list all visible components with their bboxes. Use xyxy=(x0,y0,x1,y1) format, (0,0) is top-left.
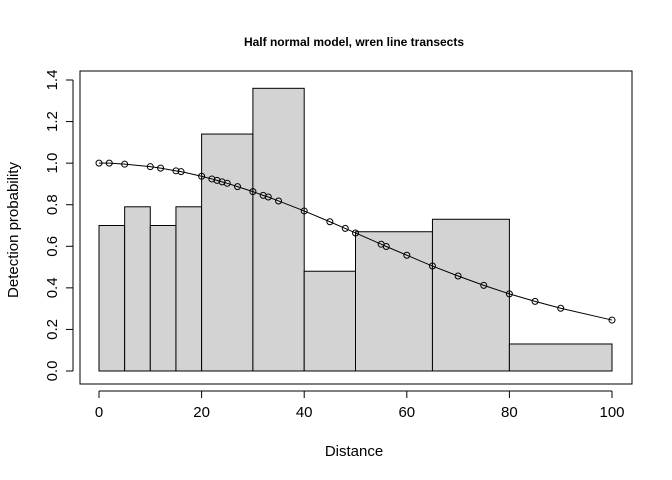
plot-frame xyxy=(79,70,633,385)
x-axis-label: Distance xyxy=(325,443,383,460)
y-tick-label: 0.8 xyxy=(44,194,61,215)
histogram-bar-5 xyxy=(252,87,305,372)
histogram-bars xyxy=(98,87,613,372)
histogram-bar-8 xyxy=(431,218,510,372)
detection-curve-point xyxy=(223,179,231,187)
histogram-bar-1 xyxy=(124,206,151,372)
detection-curve-point xyxy=(341,224,349,232)
detection-curve-point xyxy=(172,167,180,175)
detection-curve-line xyxy=(99,162,613,321)
y-tick-label: 0.4 xyxy=(44,277,61,298)
detection-curve-point xyxy=(208,175,216,183)
detection-curve-point xyxy=(480,281,488,289)
histogram-bar-6 xyxy=(303,270,357,372)
detection-curve-point xyxy=(157,164,165,172)
detection-curve-point xyxy=(300,207,308,215)
detection-curve xyxy=(95,159,616,324)
detection-curve-point xyxy=(177,168,185,176)
detection-curve-point xyxy=(234,183,242,191)
detection-curve-point xyxy=(121,160,129,168)
y-axis-label: Detection probability xyxy=(5,162,22,298)
detection-curve-point xyxy=(213,176,221,184)
detection-curve-point xyxy=(218,178,226,186)
histogram-bar-9 xyxy=(508,343,613,372)
y-tick-label: 1.2 xyxy=(44,111,61,132)
histogram-bar-4 xyxy=(201,133,254,372)
y-tick-label: 1.4 xyxy=(44,70,61,91)
x-tick-label: 0 xyxy=(95,404,103,421)
detection-curve-point xyxy=(382,242,390,250)
detection-curve-point xyxy=(264,193,272,201)
x-tick-label: 20 xyxy=(193,404,210,421)
x-tick-label: 60 xyxy=(398,404,415,421)
x-tick-label: 100 xyxy=(599,404,624,421)
detection-curve-point xyxy=(403,251,411,259)
y-tick-label: 0.0 xyxy=(44,361,61,382)
detection-curve-point xyxy=(531,297,539,305)
detection-curve-point xyxy=(352,229,359,237)
chart-title: Half normal model, wren line transects xyxy=(244,35,464,49)
x-tick-label: 80 xyxy=(501,404,518,421)
detection-curve-point xyxy=(105,159,113,167)
detection-curve-point xyxy=(326,218,334,226)
histogram-bar-0 xyxy=(98,225,126,372)
x-axis: 0 20 40 60 80 100 xyxy=(95,390,625,421)
detection-curve-point xyxy=(95,159,103,167)
detection-curve-point xyxy=(275,197,283,205)
histogram-bar-3 xyxy=(175,206,203,372)
detection-curve-point xyxy=(198,172,206,180)
x-tick-label: 40 xyxy=(296,404,313,421)
y-tick-label: 0.2 xyxy=(44,319,61,340)
detection-curve-point xyxy=(428,262,436,270)
y-tick-label: 0.6 xyxy=(44,236,61,257)
histogram-bar-7 xyxy=(355,231,433,372)
y-axis: 0.0 0.2 0.4 0.6 0.8 1.0 1.2 1.4 xyxy=(44,70,74,382)
detection-curve-point xyxy=(608,316,616,324)
y-tick-label: 1.0 xyxy=(44,153,61,174)
detection-curve-point xyxy=(454,272,462,280)
histogram-bar-2 xyxy=(149,225,177,372)
detection-curve-point xyxy=(146,163,154,171)
detection-curve-point xyxy=(557,304,565,312)
detection-curve-point xyxy=(249,188,257,196)
detection-curve-point xyxy=(505,290,513,298)
